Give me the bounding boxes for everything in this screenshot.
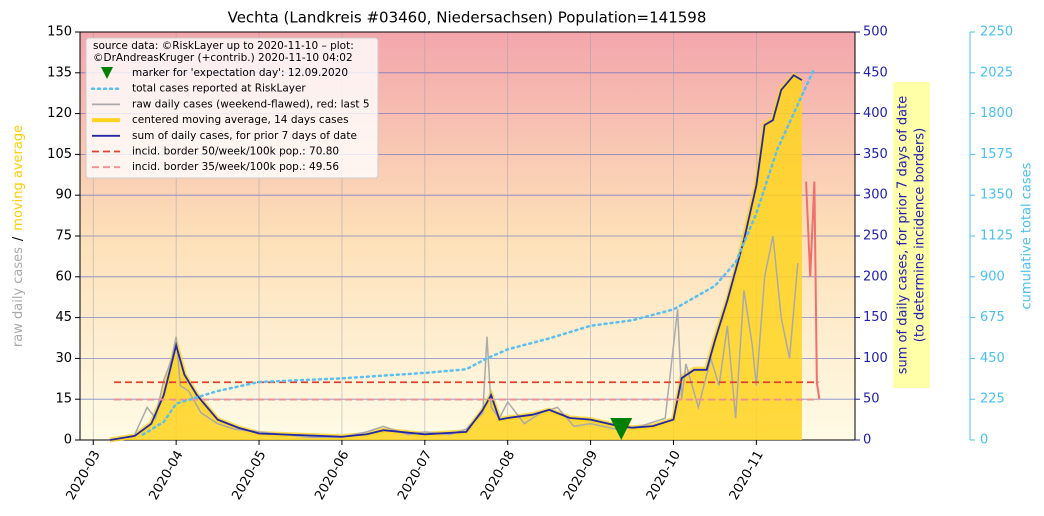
y2-tick-label: 200 [863,269,888,284]
legend: source data: ©RiskLayer up to 2020-11-10… [85,37,379,179]
plot-layer [109,67,821,443]
y3-tick-label: 675 [980,310,1005,325]
legend-label: raw daily cases (weekend-flawed), red: l… [132,98,370,110]
chart-title: Vechta (Landkreis #03460, Niedersachsen)… [228,9,707,27]
y-tick-label: 15 [55,392,72,407]
y2-tick-label: 50 [863,392,880,407]
y3-tick-label: 0 [980,433,988,448]
y3-tick-label: 1125 [980,229,1013,244]
y-axis-label: raw daily cases / moving average [11,125,26,347]
y2-axis-label: (to determine incidence borders) [913,128,928,343]
y3-tick-label: 225 [980,392,1005,407]
legend-box [85,37,379,179]
y-tick-label: 60 [55,269,72,284]
y3-tick-label: 1800 [980,106,1013,121]
y-tick-label: 105 [47,147,72,162]
y3-tick-label: 2250 [980,25,1013,40]
legend-label: sum of daily cases, for prior 7 days of … [132,130,357,142]
y3-axis-label: cumulative total cases [1020,162,1035,309]
x-tick-label: 2020-04 [146,448,186,503]
x-tick-label: 2020-11 [727,448,767,503]
x-tick-label: 2020-09 [561,448,601,503]
y2-label-background [893,82,930,388]
y2-tick-label: 150 [863,310,888,325]
legend-label: total cases reported at RiskLayer [132,83,306,95]
expectation-marker [610,418,633,440]
x-tick-label: 2020-05 [229,448,269,503]
y-tick-label: 45 [55,310,72,325]
y-tick-label: 75 [55,229,72,244]
legend-label: centered moving average, 14 days cases [132,114,349,126]
y3-tick-label: 2025 [980,65,1013,80]
x-tick-label: 2020-08 [478,448,518,503]
y3-tick-label: 450 [980,351,1005,366]
legend-icon [101,67,113,79]
series-line [109,74,803,441]
y2-tick-label: 350 [863,147,888,162]
x-tick-label: 2020-03 [64,448,104,503]
y3-tick-label: 1575 [980,147,1013,162]
y2-axis-label: sum of daily cases, for prior 7 days of … [896,96,911,375]
legend-label: marker for 'expectation day': 12.09.2020 [132,67,348,79]
y-axis-label-part: / [11,236,26,241]
y2-tick-label: 100 [863,351,888,366]
x-tick-label: 2020-07 [395,448,435,503]
y-tick-label: 120 [47,106,72,121]
y-tick-label: 90 [55,188,72,203]
y3-tick-label: 1350 [980,188,1013,203]
y2-tick-label: 400 [863,106,888,121]
y2-tick-label: 450 [863,65,888,80]
y-axis-label-part: moving average [11,125,26,231]
series-line-recent [805,181,821,400]
y-tick-label: 30 [55,351,72,366]
y-tick-label: 135 [47,65,72,80]
x-tick-label: 2020-10 [644,448,684,503]
y3-tick-label: 900 [980,269,1005,284]
legend-title: ©DrAndreasKruger (+contrib.) 2020-11-10 … [93,52,353,64]
y2-tick-label: 250 [863,229,888,244]
y2-tick-label: 500 [863,25,888,40]
total-cases-line [141,67,816,436]
legend-title: source data: ©RiskLayer up to 2020-11-10… [93,40,354,52]
legend-label: incid. border 35/week/100k pop.: 49.56 [132,161,339,173]
x-tick-label: 2020-06 [312,448,352,503]
y-tick-label: 150 [47,25,72,40]
series-line [134,235,799,439]
legend-label: incid. border 50/week/100k pop.: 70.80 [132,146,339,158]
y2-tick-label: 0 [863,433,871,448]
y-tick-label: 0 [64,433,72,448]
y2-tick-label: 300 [863,188,888,203]
y-axis-label-part: raw daily cases [11,247,26,347]
